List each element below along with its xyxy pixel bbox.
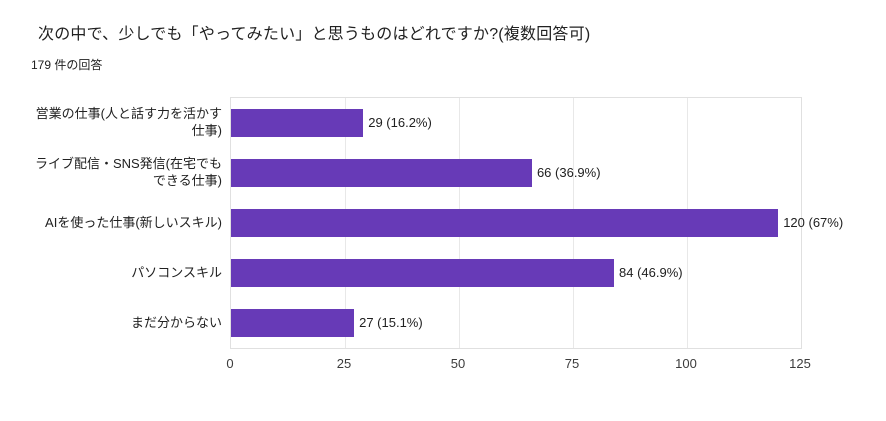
bar-value-label: 27 (15.1%) [359, 315, 423, 330]
x-axis: 0 25 50 75 100 125 [226, 356, 810, 378]
category-label: ライブ配信・SNS発信(在宅でもできる仕事) [34, 156, 222, 188]
bar-value-label: 120 (67%) [783, 215, 844, 230]
bar [231, 259, 615, 287]
horizontal-bar-chart: 営業の仕事(人と話す力を活かす仕事) ライブ配信・SNS発信(在宅でもできる仕事)… [30, 97, 843, 378]
x-tick-label: 125 [789, 356, 811, 371]
x-tick-label: 100 [675, 356, 697, 371]
x-tick-label: 50 [450, 356, 466, 371]
bar-value-label: 29 (16.2%) [368, 115, 432, 130]
x-tick-label: 25 [336, 356, 352, 371]
chart-title: 次の中で、少しでも「やってみたい」と思うものはどれですか?(複数回答可) [38, 26, 591, 43]
bar [231, 109, 364, 137]
bar [231, 309, 355, 337]
x-tick-label: 0 [226, 356, 234, 371]
category-label: 営業の仕事(人と話す力を活かす仕事) [35, 106, 222, 138]
plot-area: 29 (16.2%) 66 (36.9%) 120 (67%) 84 (46.9%) 2… [230, 97, 843, 349]
bar-value-label: 66 (36.9%) [536, 165, 601, 180]
plot-wrap: 29 (16.2%) 66 (36.9%) 120 (67%) 84 (46.9%) 2… [226, 97, 843, 378]
x-tick-label: 75 [564, 356, 580, 371]
category-label: AIを使った仕事(新しいスキル) [45, 214, 222, 230]
bar [231, 159, 532, 187]
category-axis: 営業の仕事(人と話す力を活かす仕事) ライブ配信・SNS発信(在宅でもできる仕事)… [30, 97, 230, 347]
bar [231, 209, 779, 237]
bar-value-label: 84 (46.9%) [619, 265, 683, 280]
category-label: パソコンスキル [131, 264, 222, 280]
category-label: まだ分からない [130, 314, 222, 330]
response-count: 179 件の回答 [31, 58, 103, 72]
